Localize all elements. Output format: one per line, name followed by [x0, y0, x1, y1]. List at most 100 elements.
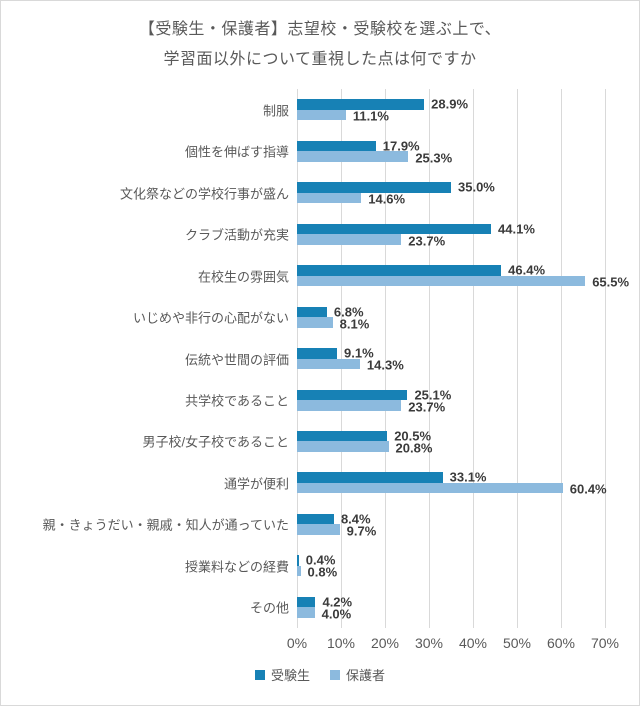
category-label: 共学校であること	[185, 393, 289, 409]
bar-受験生	[297, 555, 299, 566]
legend-item-hogosha: 保護者	[330, 665, 385, 684]
value-label-保護者: 20.8%	[395, 440, 433, 456]
bar-group: 8.4% 9.7%	[297, 504, 605, 545]
bar-保護者	[297, 109, 346, 121]
x-tick-label: 70%	[590, 635, 620, 651]
bar-受験生	[297, 472, 443, 483]
category-label: 親・きょうだい・親戚・知人が通っていた	[42, 517, 289, 533]
bar-group: 6.8% 8.1%	[297, 296, 605, 337]
legend-label-hogosha: 保護者	[346, 668, 386, 683]
value-label-保護者: 60.4%	[569, 481, 607, 497]
value-label-受験生: 25.1%	[414, 387, 452, 403]
legend-swatch-jukensei	[254, 669, 265, 680]
bar-保護者	[297, 607, 315, 618]
bar-group: 9.1% 14.3%	[297, 338, 605, 379]
bar-group: 4.2% 4.0%	[297, 587, 605, 628]
value-label-受験生: 44.1%	[498, 221, 535, 237]
chart-row: 共学校であること 25.1% 23.7%	[1, 379, 639, 420]
chart-row: いじめや非行の心配がない 6.8% 8.1%	[1, 296, 639, 337]
value-label-受験生: 35.0%	[458, 179, 495, 195]
bar-保護者	[297, 358, 360, 370]
value-label-受験生: 9.1%	[344, 345, 374, 361]
chart-row: 授業料などの経費 0.4% 0.8%	[1, 545, 639, 586]
bar-受験生	[297, 513, 334, 525]
bar-受験生	[297, 223, 492, 235]
bar-保護者	[297, 524, 340, 535]
category-label: 男子校/女子校であること	[142, 434, 289, 450]
value-label-保護者: 9.7%	[346, 523, 377, 539]
chart-row: クラブ活動が充実 44.1% 23.7%	[1, 213, 639, 254]
bar-group: 20.5% 20.8%	[297, 421, 605, 462]
x-tick-label: 40%	[458, 635, 488, 651]
chart-row: 在校生の雰囲気 46.4% 65.5%	[1, 255, 639, 296]
chart-title-line2: 学習面以外について重視した点は何ですか	[163, 51, 477, 68]
bar-group: 46.4% 65.5%	[297, 255, 629, 296]
bar-group: 33.1% 60.4%	[297, 462, 607, 503]
bar-保護者	[297, 482, 563, 494]
chart-row: その他 4.2% 4.0%	[1, 587, 639, 628]
chart-title-line1: 【受験生・保護者】志望校・受験校を選ぶ上で、	[138, 21, 502, 38]
x-axis-ticks: 0% 10% 20% 30% 40% 50% 60% 70%	[1, 635, 639, 653]
category-label: クラブ活動が充実	[184, 227, 289, 243]
bar-受験生	[297, 140, 376, 152]
bar-保護者	[297, 400, 402, 411]
value-label-受験生: 33.1%	[449, 469, 487, 485]
bar-group: 0.4% 0.8%	[297, 545, 605, 586]
x-tick-label: 60%	[546, 635, 576, 651]
bar-保護者	[297, 441, 389, 452]
bar-保護者	[297, 565, 301, 577]
gridline	[341, 89, 342, 628]
gridline	[385, 89, 386, 628]
chart-row: 伝統や世間の評価 9.1% 14.3%	[1, 338, 639, 379]
value-label-保護者: 23.7%	[408, 233, 446, 249]
value-label-保護者: 14.3%	[366, 357, 404, 373]
x-tick-label: 20%	[370, 635, 400, 651]
bar-保護者	[297, 151, 409, 162]
bar-受験生	[297, 596, 316, 608]
category-label: 在校生の雰囲気	[197, 269, 289, 285]
value-label-受験生: 4.2%	[322, 594, 353, 610]
legend-swatch-hogosha	[330, 669, 340, 680]
legend: 受験生 保護者	[1, 665, 639, 684]
x-tick-label: 50%	[502, 635, 532, 651]
legend-label-jukensei: 受験生	[270, 668, 310, 683]
value-label-受験生: 0.4%	[305, 552, 336, 568]
bar-受験生	[297, 306, 327, 318]
value-label-受験生: 6.8%	[333, 304, 364, 320]
chart-row: 個性を伸ばす指導 17.9% 25.3%	[1, 130, 639, 171]
value-label-保護者: 25.3%	[415, 150, 453, 166]
bar-保護者	[297, 317, 333, 328]
legend-item-jukensei: 受験生	[254, 665, 310, 684]
value-label-保護者: 11.1%	[352, 108, 389, 124]
chart-row: 文化祭などの学校行事が盛ん 35.0% 14.6%	[1, 172, 639, 213]
bar-保護者	[297, 192, 362, 204]
gridline	[561, 89, 562, 628]
value-label-保護者: 0.8%	[307, 564, 338, 580]
value-label-保護者: 4.0%	[321, 606, 352, 622]
chart-row: 通学が便利 33.1% 60.4%	[1, 462, 639, 503]
bar-group: 25.1% 23.7%	[297, 379, 605, 420]
category-label: 通学が便利	[223, 476, 289, 492]
value-label-保護者: 65.5%	[592, 274, 630, 290]
chart-row: 親・きょうだい・親戚・知人が通っていた 8.4% 9.7%	[1, 504, 639, 545]
value-label-受験生: 46.4%	[508, 262, 546, 278]
bar-保護者	[297, 275, 586, 287]
category-label: その他	[249, 600, 289, 616]
bar-受験生	[297, 348, 338, 359]
rows: 制服 28.9% 11.1% 個性を伸ばす指導 17.9% 25.3% 文化祭などの学校行事…	[1, 89, 639, 628]
bar-受験生	[297, 389, 408, 401]
gridline	[473, 89, 474, 628]
bar-保護者	[297, 234, 402, 245]
value-label-受験生: 28.9%	[431, 96, 469, 112]
value-label-保護者: 23.7%	[408, 399, 446, 415]
bar-group: 17.9% 25.3%	[297, 130, 605, 171]
value-label-受験生: 17.9%	[382, 138, 420, 154]
chart-row: 制服 28.9% 11.1%	[1, 89, 639, 130]
value-label-受験生: 8.4%	[340, 511, 371, 527]
bar-受験生	[297, 430, 388, 442]
value-label-保護者: 14.6%	[368, 191, 406, 207]
category-label: 文化祭などの学校行事が盛ん	[119, 186, 289, 202]
bar-group: 35.0% 14.6%	[297, 172, 605, 213]
value-label-保護者: 8.1%	[339, 316, 370, 332]
gridline	[429, 89, 430, 628]
